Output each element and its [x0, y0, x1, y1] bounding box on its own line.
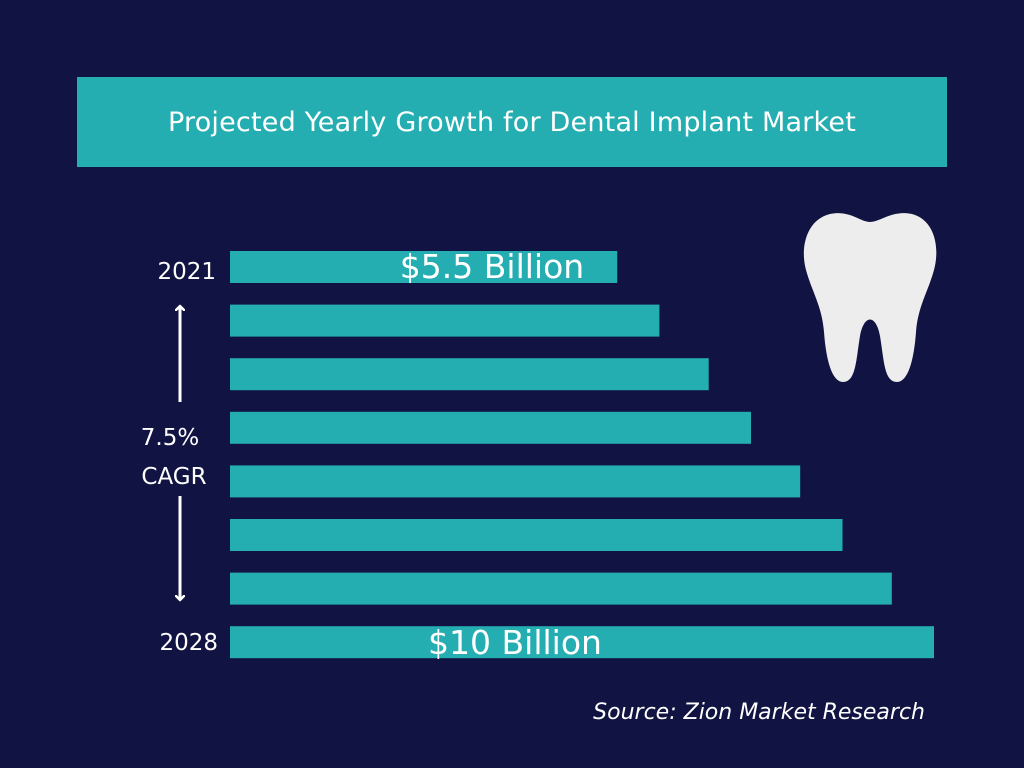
bar-2	[230, 304, 660, 337]
last-value-label: $10 Billion	[428, 623, 602, 662]
bar-5	[230, 465, 801, 498]
bar-4	[230, 411, 751, 444]
bar-3	[230, 358, 709, 391]
chart-title: Projected Yearly Growth for Dental Impla…	[167, 106, 857, 138]
title-banner: Projected Yearly Growth for Dental Impla…	[77, 77, 947, 167]
bar-7	[230, 572, 892, 605]
year-label-end: 2028	[159, 630, 218, 656]
cagr-value: 7.5%	[141, 425, 199, 451]
bar-6	[230, 519, 843, 551]
bar-1	[230, 251, 618, 283]
bar-8	[230, 626, 934, 659]
first-value-label: $5.5 Billion	[400, 247, 584, 286]
tooth-icon	[803, 213, 937, 382]
cagr-label: CAGR	[141, 464, 206, 490]
bars-layer	[230, 251, 934, 659]
source-note: Source: Zion Market Research	[593, 700, 925, 725]
year-label-start: 2021	[157, 259, 216, 285]
